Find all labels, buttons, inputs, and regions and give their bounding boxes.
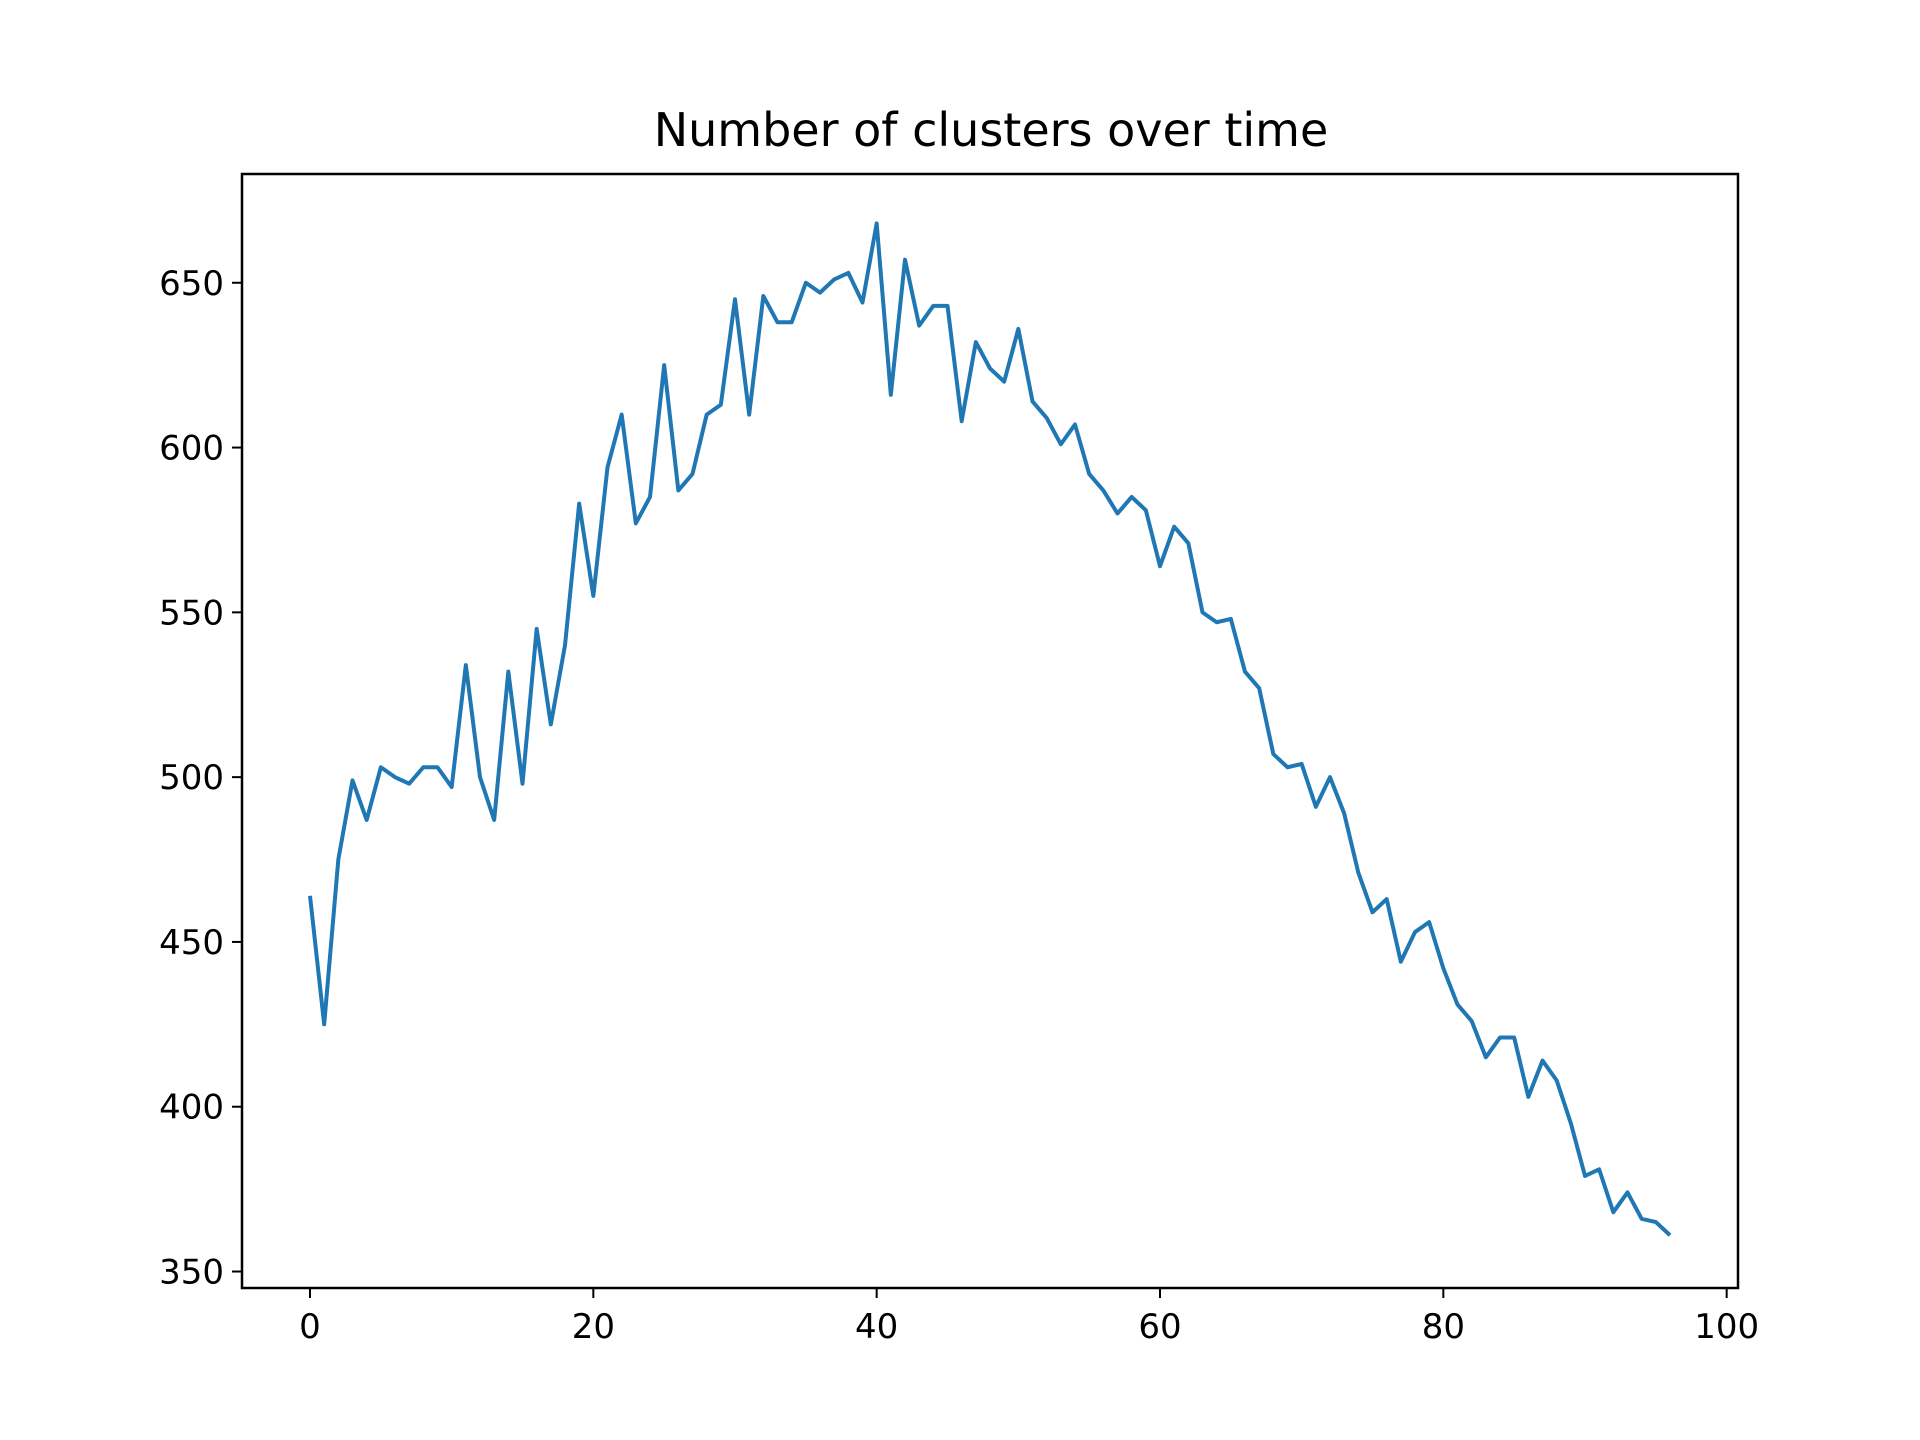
x-tick-label: 0: [299, 1307, 321, 1347]
series-line-0: [308, 221, 1672, 1237]
y-axis: 350 400 450 500 550 600 650: [159, 264, 242, 1293]
y-tick-label: 600: [159, 429, 224, 469]
y-tick-label: 400: [159, 1088, 224, 1128]
axes-frame: [240, 172, 1740, 1290]
x-tick-label: 100: [1694, 1307, 1759, 1347]
x-tick-label: 80: [1422, 1307, 1465, 1347]
y-tick-label: 500: [159, 758, 224, 798]
x-tick-label: 20: [572, 1307, 615, 1347]
y-tick-label: 550: [159, 593, 224, 633]
chart-title: Number of clusters over time: [654, 103, 1329, 157]
plot-area: [308, 221, 1672, 1237]
y-tick-label: 350: [159, 1253, 224, 1293]
x-tick-label: 40: [855, 1307, 898, 1347]
y-tick-label: 450: [159, 923, 224, 963]
y-tick-label: 650: [159, 264, 224, 304]
x-axis: 0 20 40 60 80 100: [299, 1288, 1759, 1347]
x-tick-label: 60: [1138, 1307, 1181, 1347]
